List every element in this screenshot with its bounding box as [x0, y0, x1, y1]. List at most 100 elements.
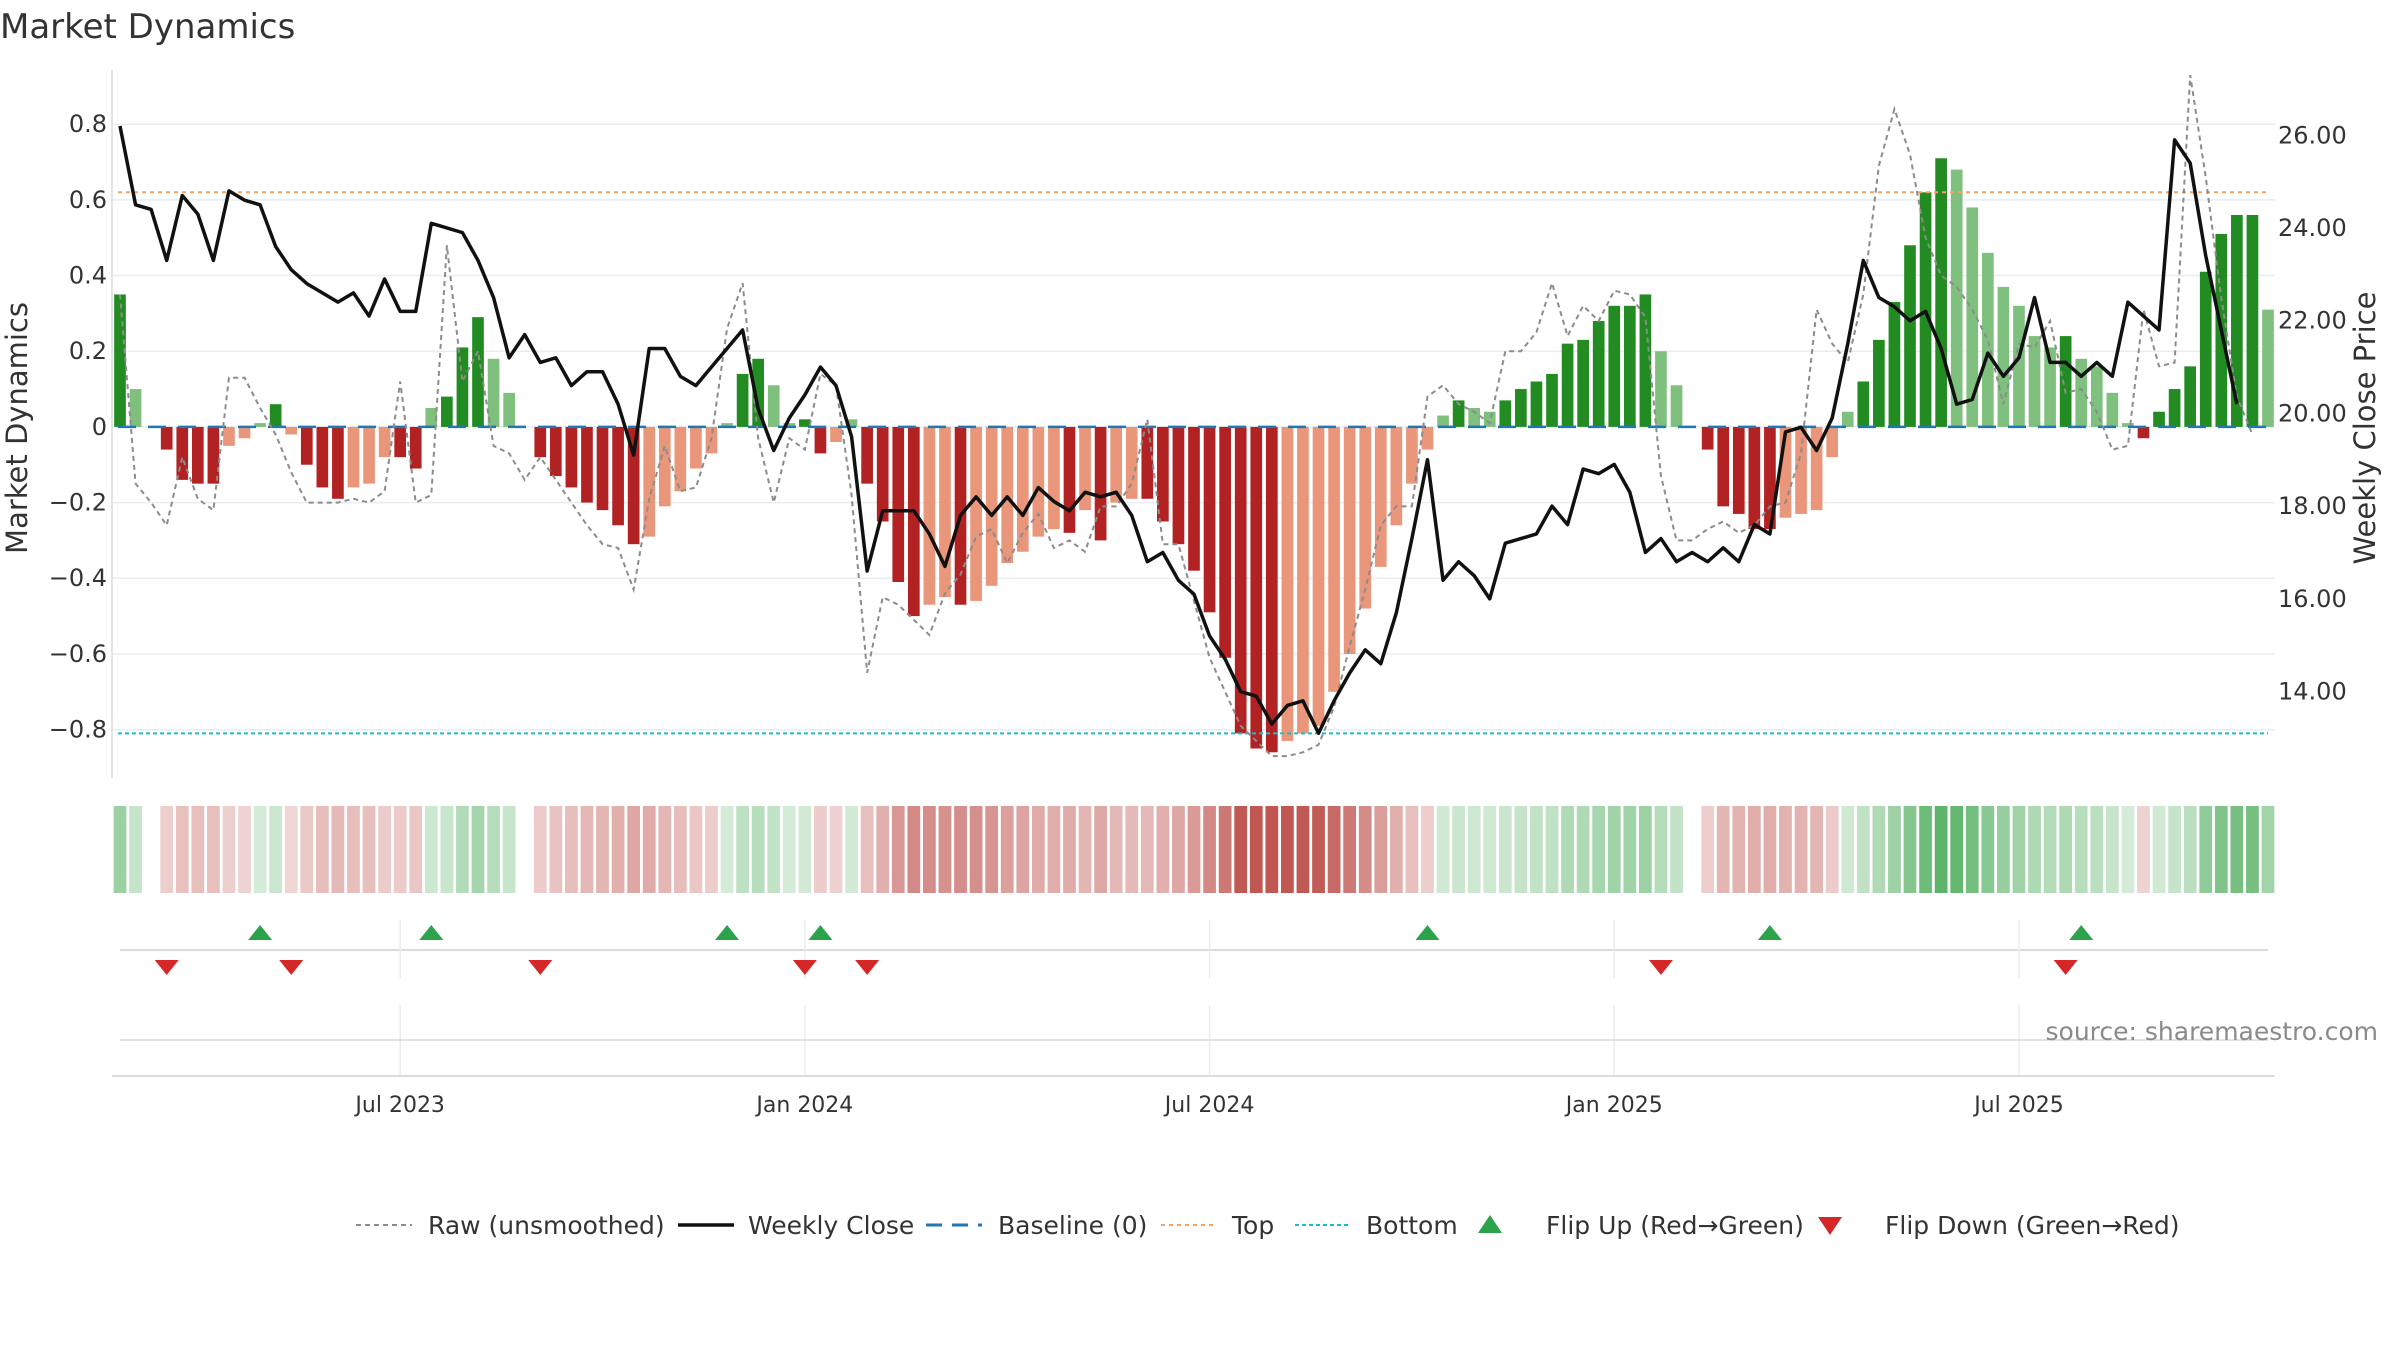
y-tick-label: 0.4: [69, 262, 107, 290]
regime-cell: [1265, 806, 1279, 893]
dynamics-bar: [1001, 426, 1014, 564]
dynamics-bar: [721, 423, 733, 427]
flip-down-marker: [154, 960, 179, 975]
regime-cell: [409, 806, 423, 893]
regime-cell: [549, 806, 563, 893]
dynamics-bar: [1032, 426, 1045, 537]
regime-cell: [393, 806, 407, 893]
dynamics-bar: [2137, 426, 2150, 439]
dynamics-bar: [985, 426, 998, 586]
regime-cell: [1747, 806, 1761, 893]
legend-top-label: Top: [1231, 1211, 1274, 1240]
regime-cell: [860, 806, 874, 893]
dynamics-bar: [627, 426, 640, 545]
regime-cell: [1919, 806, 1932, 893]
regime-cell: [502, 806, 516, 893]
dynamics-bar: [129, 389, 142, 427]
regime-cell: [1483, 806, 1497, 893]
regime-cell: [1888, 806, 1901, 893]
regime-cell: [1561, 806, 1574, 893]
regime-cell: [720, 806, 734, 893]
dynamics-bar: [1265, 426, 1278, 753]
regime-cell: [1670, 806, 1683, 893]
dynamics-bar: [861, 426, 873, 484]
y-tick-label: −0.2: [49, 489, 107, 517]
dynamics-bar: [1110, 426, 1123, 503]
dynamics-bar: [176, 426, 189, 480]
regime-cell: [798, 806, 812, 893]
dynamics-bar: [1592, 320, 1605, 427]
regime-cell: [129, 806, 142, 893]
y-tick-label: −0.4: [49, 564, 107, 592]
dynamics-bar: [1234, 426, 1247, 734]
regime-cell: [1327, 806, 1341, 893]
dynamics-bar: [1966, 207, 1979, 427]
dynamics-bar: [1810, 426, 1823, 511]
dynamics-bar: [534, 426, 547, 458]
regime-cell: [751, 806, 765, 893]
regime-cell: [767, 806, 781, 893]
dynamics-bar: [1125, 426, 1138, 499]
flip-up-marker: [248, 925, 273, 940]
regime-cell: [1545, 806, 1559, 893]
dynamics-bar: [1016, 426, 1029, 552]
regime-cell: [705, 806, 718, 893]
regime-cell: [969, 806, 983, 893]
dynamics-bar: [1359, 426, 1372, 609]
dynamics-bar: [378, 426, 391, 458]
dynamics-bar: [1732, 426, 1745, 514]
regime-cell: [1109, 806, 1123, 893]
dynamics-bar: [1841, 411, 1854, 427]
dynamics-bar: [830, 426, 842, 443]
dynamics-bar: [425, 407, 438, 427]
regime-cell: [1934, 806, 1948, 893]
regime-cell: [658, 806, 672, 893]
regime-cell: [938, 806, 952, 893]
regime-cell: [1312, 806, 1325, 893]
dynamics-bar: [1795, 426, 1807, 514]
regime-cell: [2152, 806, 2166, 893]
dynamics-bar: [487, 358, 500, 427]
dynamics-bar: [1203, 426, 1216, 613]
regime-cell: [253, 806, 267, 893]
dynamics-bar: [643, 426, 656, 537]
dynamics-bar: [441, 396, 453, 427]
regime-cell: [1514, 806, 1528, 893]
dynamics-bar: [254, 423, 266, 427]
legend: Raw (unsmoothed) Weekly Close Baseline (0)…: [356, 1211, 2180, 1240]
y2-tick-label: 16.00: [2278, 585, 2347, 613]
dynamics-bar: [1655, 351, 1667, 427]
dynamics-bar: [1374, 426, 1387, 567]
y-tick-label: −0.6: [49, 640, 107, 668]
regime-cell: [1639, 806, 1652, 893]
regime-cell: [2246, 806, 2259, 893]
dynamics-bar: [1421, 426, 1434, 450]
dynamics-bar: [1997, 286, 2010, 427]
regime-cell: [1234, 806, 1248, 893]
regime-cell: [1047, 806, 1061, 893]
dynamics-bar: [1515, 389, 1527, 427]
dynamics-bar: [674, 426, 687, 492]
dynamics-bar: [1406, 426, 1418, 484]
dynamics-bar: [1981, 252, 1994, 427]
dynamics-bar: [814, 426, 827, 454]
flip-up-marker: [715, 925, 740, 940]
regime-cell: [533, 806, 547, 893]
y2-tick-label: 18.00: [2278, 492, 2347, 520]
regime-cell: [2121, 806, 2135, 893]
dynamics-bar: [1748, 426, 1761, 530]
dynamics-bar: [1546, 373, 1558, 427]
flip-down-marker: [1648, 960, 1673, 975]
dynamics-bar: [1499, 400, 1512, 427]
regime-cell: [1358, 806, 1372, 893]
flip-up-marker: [1757, 925, 1782, 940]
regime-cell: [269, 806, 283, 893]
flip-down-marker: [2053, 960, 2078, 975]
dynamics-bar: [1468, 407, 1481, 427]
regime-cell: [1701, 806, 1715, 893]
regime-cell: [782, 806, 796, 893]
dynamics-bar: [2122, 423, 2134, 427]
regime-cell: [2105, 806, 2119, 893]
dynamics-bar: [1250, 426, 1263, 749]
